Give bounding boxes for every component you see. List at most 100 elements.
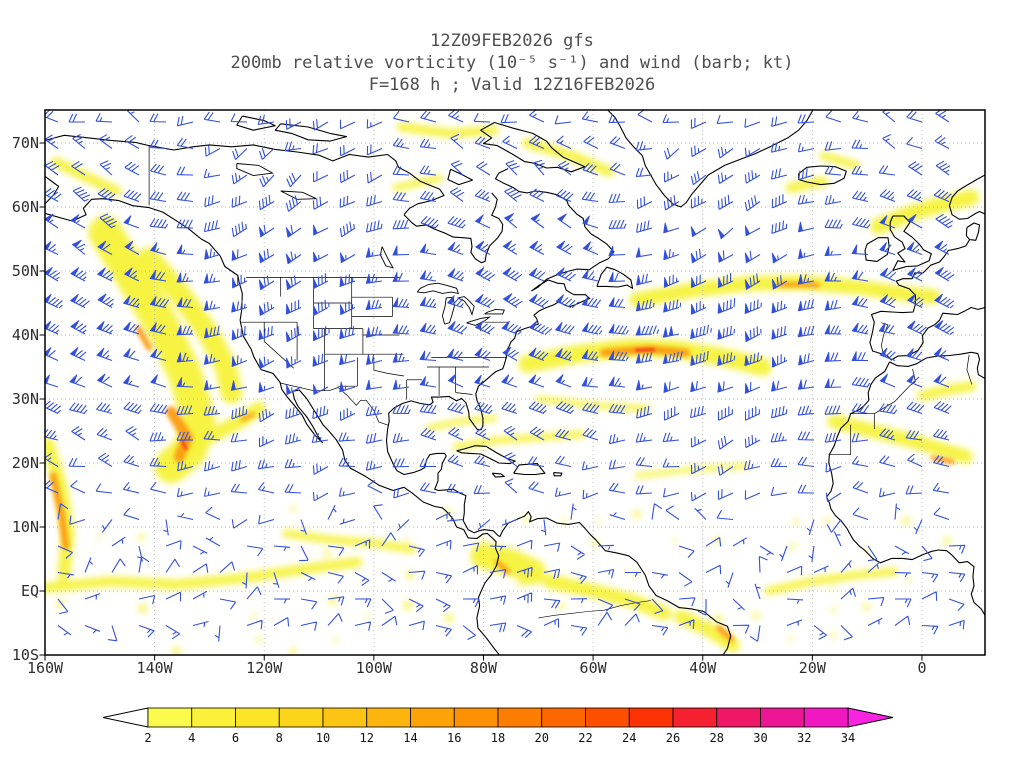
vorticity-band bbox=[452, 430, 586, 451]
vorticity-speckle bbox=[714, 614, 723, 623]
vorticity-speckle bbox=[289, 647, 297, 655]
vorticity-speckle bbox=[823, 517, 830, 524]
coastline bbox=[889, 351, 985, 379]
colorbar-under-arrow bbox=[102, 707, 149, 728]
colorbar-segment bbox=[716, 707, 761, 728]
lat-axis-label: 50N bbox=[12, 262, 39, 280]
vorticity-band bbox=[716, 625, 735, 642]
colorbar-segment bbox=[760, 707, 805, 728]
lon-axis-label: 140W bbox=[137, 659, 174, 677]
vorticity-band bbox=[917, 381, 977, 401]
colorbar-segment bbox=[803, 707, 849, 728]
colorbar: 2 4 6 8 10 12 14 16 18 20 22 24 26 28 30 32 34 bbox=[102, 707, 894, 745]
vorticity-speckle bbox=[557, 602, 566, 610]
colorbar-segment bbox=[585, 707, 630, 728]
lon-axis-label: 0 bbox=[917, 659, 926, 677]
coastline bbox=[480, 121, 586, 173]
lon-axis-label: 60W bbox=[580, 659, 608, 677]
colorbar-tick-label: 32 bbox=[797, 731, 811, 745]
plot-title-line2: 200mb relative vorticity (10⁻⁵ s⁻¹) and … bbox=[230, 53, 794, 73]
vorticity-band bbox=[180, 439, 188, 450]
vorticity-speckle bbox=[905, 576, 911, 582]
political-border bbox=[263, 322, 295, 369]
vorticity-speckle bbox=[97, 536, 102, 541]
vorticity-band bbox=[165, 406, 193, 463]
coastline bbox=[864, 237, 890, 262]
lake-outline bbox=[416, 282, 459, 294]
vorticity-band bbox=[542, 574, 672, 621]
vorticity-band bbox=[819, 151, 861, 170]
coastline bbox=[889, 215, 932, 271]
lon-axis-label: 40W bbox=[689, 659, 717, 677]
lake-outline bbox=[236, 163, 274, 177]
colorbar-tick-label: 4 bbox=[188, 731, 195, 745]
vorticity-band bbox=[396, 122, 499, 138]
vorticity-speckle bbox=[172, 582, 178, 588]
river bbox=[538, 600, 651, 619]
vorticity-band bbox=[764, 567, 899, 595]
colorbar-segment bbox=[278, 707, 324, 728]
colorbar-tick-label: 8 bbox=[276, 731, 283, 745]
coastline bbox=[826, 361, 985, 616]
coastline bbox=[596, 266, 634, 289]
vorticity-speckle bbox=[863, 545, 870, 552]
vorticity-band bbox=[494, 559, 511, 575]
vorticity-speckle bbox=[523, 515, 531, 523]
coastline bbox=[456, 445, 516, 465]
lat-axis-label: EQ bbox=[21, 582, 39, 600]
wind-barbs-path bbox=[45, 110, 966, 642]
political-border bbox=[373, 369, 405, 377]
vorticity-band bbox=[870, 189, 980, 235]
vorticity-shading-layer bbox=[45, 122, 980, 655]
vorticity-speckle bbox=[481, 537, 486, 542]
coastline bbox=[45, 134, 445, 216]
vorticity-speckle bbox=[632, 510, 641, 519]
vorticity-speckle bbox=[171, 646, 182, 655]
wind-barbs-layer bbox=[45, 110, 966, 642]
colorbar-segment bbox=[628, 707, 674, 728]
vorticity-speckle bbox=[137, 533, 145, 541]
vorticity-band bbox=[785, 176, 829, 193]
vorticity-speckle bbox=[752, 611, 760, 619]
vorticity-band bbox=[470, 542, 546, 585]
colorbar-segment bbox=[541, 707, 586, 728]
colorbar-tick-label: 16 bbox=[447, 731, 461, 745]
colorbar-segment bbox=[147, 707, 193, 728]
vorticity-speckle bbox=[943, 536, 951, 545]
lake-outline bbox=[457, 296, 475, 316]
vorticity-speckle bbox=[137, 603, 148, 614]
lat-axis-label: 10N bbox=[12, 518, 39, 536]
vorticity-speckle bbox=[830, 632, 837, 638]
colorbar-tick-label: 2 bbox=[144, 731, 151, 745]
map-frame bbox=[44, 109, 986, 656]
lon-axis-label: 120W bbox=[246, 659, 283, 677]
lon-axis-label: 20W bbox=[799, 659, 827, 677]
vorticity-band bbox=[827, 414, 973, 464]
vorticity-speckle bbox=[404, 538, 409, 543]
vorticity-speckle bbox=[290, 505, 296, 512]
colorbar-tick-label: 14 bbox=[403, 731, 417, 745]
lon-axis-label: 100W bbox=[356, 659, 393, 677]
lon-axis-label: 80W bbox=[470, 659, 498, 677]
colorbar-tick-label: 6 bbox=[232, 731, 239, 745]
lat-axis-label: 60N bbox=[12, 198, 39, 216]
coastline bbox=[236, 115, 276, 131]
vorticity-band bbox=[240, 412, 256, 422]
political-border bbox=[874, 368, 916, 415]
vorticity-band bbox=[135, 325, 153, 351]
coastline bbox=[553, 472, 563, 477]
vorticity-speckle bbox=[561, 518, 567, 524]
vorticity-speckle bbox=[672, 537, 678, 543]
political-border bbox=[456, 392, 473, 395]
vorticity-speckle bbox=[56, 599, 65, 609]
coastline bbox=[965, 222, 981, 241]
coastline bbox=[274, 123, 348, 142]
vorticity-band bbox=[45, 437, 75, 579]
coastline bbox=[798, 165, 847, 186]
coastline bbox=[499, 511, 732, 655]
vorticity-band bbox=[49, 472, 70, 550]
coastline bbox=[606, 110, 814, 208]
wind-barb-pennants bbox=[45, 213, 944, 396]
vorticity-speckle bbox=[365, 613, 371, 619]
